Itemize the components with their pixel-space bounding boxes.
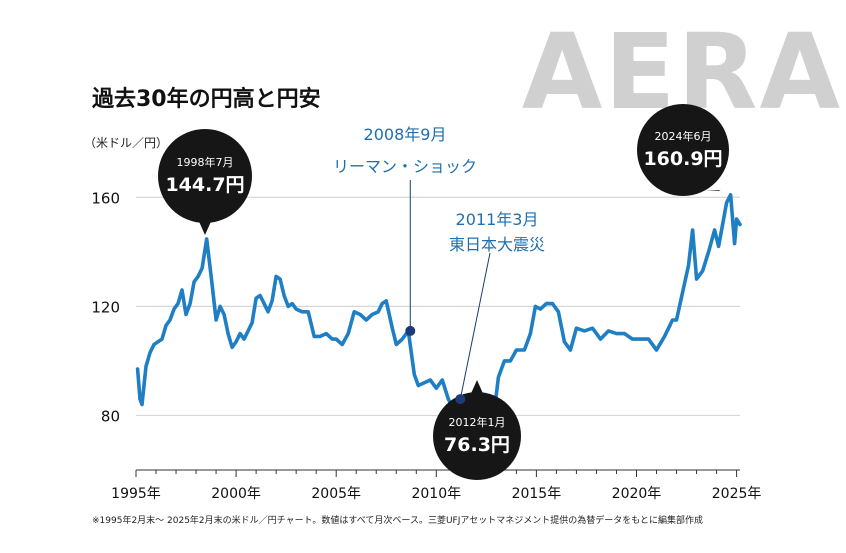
callout-date-1998: 1998年7月 xyxy=(177,155,234,169)
callout-date-2024: 2024年6月 xyxy=(655,129,712,143)
x-tick-label-2020: 2020年 xyxy=(612,486,662,502)
x-tick-label-2000: 2000年 xyxy=(211,486,261,502)
x-tick-label-2010: 2010年 xyxy=(411,486,461,502)
callout-value-1998: 144.7円 xyxy=(165,174,244,196)
x-tick-label-2005: 2005年 xyxy=(311,486,361,502)
callout-value-2024: 160.9円 xyxy=(643,148,722,170)
y-unit-label: （米ドル／円） xyxy=(84,136,168,150)
usd-jpy-line xyxy=(135,193,742,428)
callout-bubble-1998 xyxy=(158,129,252,223)
y-tick-label-120: 120 xyxy=(91,298,120,316)
event-date-2008: 2008年9月 xyxy=(364,125,447,144)
x-tick-label-2015: 2015年 xyxy=(512,486,562,502)
x-tick-label-2025: 2025年 xyxy=(712,486,762,502)
y-axis-ticks: 80 120 160 xyxy=(91,189,120,425)
chart-title: 過去30年の円高と円安 xyxy=(92,86,321,112)
series-group xyxy=(135,193,742,428)
event-leader-2011 xyxy=(459,252,491,400)
annotations: 1998年7月 144.7円 2012年1月 76.3円 2024年6月 160.9円 20… xyxy=(158,104,729,480)
callout-pointer xyxy=(705,190,721,191)
gridlines xyxy=(136,196,740,417)
x-axis: 1995年 2000年 2005年 2010年 2015年 2020年 2025年 xyxy=(111,469,762,502)
event-name-2011: 東日本大震災 xyxy=(449,235,545,254)
event-name-2008: リーマン・ショック xyxy=(333,157,477,176)
event-date-2011: 2011年3月 xyxy=(456,210,539,229)
x-tick-label-1995: 1995年 xyxy=(111,486,161,502)
y-tick-label-80: 80 xyxy=(101,407,120,425)
callout-date-2012: 2012年1月 xyxy=(449,415,506,429)
footnote: ※1995年2月末〜 2025年2月末の米ドル／円チャート。数値はすべて月次ベー… xyxy=(92,514,703,526)
y-tick-label-160: 160 xyxy=(91,189,120,207)
callout-bubble-2024 xyxy=(637,104,729,196)
callout-value-2012: 76.3円 xyxy=(444,434,510,456)
event-marker-2008 xyxy=(405,325,416,336)
event-marker-2011 xyxy=(455,394,466,405)
callout-bubble-2012 xyxy=(433,392,521,480)
